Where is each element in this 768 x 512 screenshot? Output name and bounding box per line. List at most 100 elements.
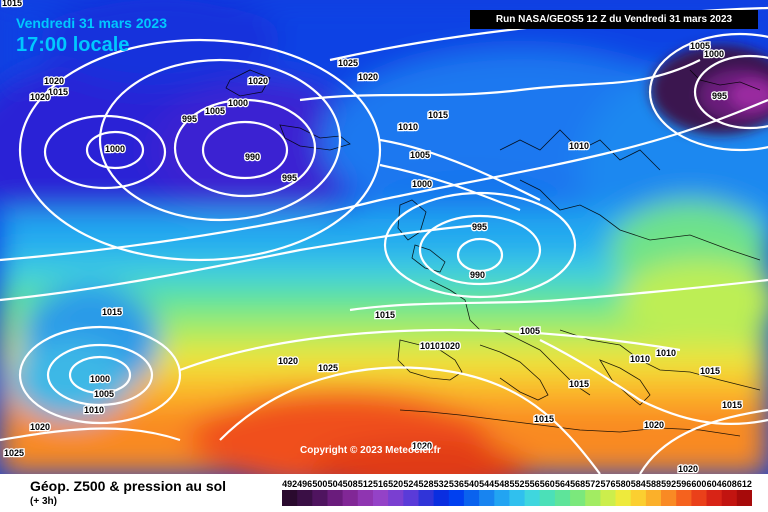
isobar-label: 1020	[278, 356, 298, 366]
legend-value: 524	[403, 479, 418, 489]
legend-subtitle: (+ 3h)	[30, 496, 57, 507]
forecast-date: Vendredi 31 mars 2023	[16, 15, 167, 31]
isobar-label: 1005	[520, 326, 540, 336]
legend-value: 500	[312, 479, 327, 489]
isobar-label: 1000	[704, 49, 724, 59]
legend-swatch	[630, 490, 647, 506]
isobar-label: 1015	[569, 379, 589, 389]
legend-value: 552	[509, 479, 524, 489]
legend-swatch	[706, 490, 723, 506]
isobar-label: 1020	[644, 420, 664, 430]
isobar-label: 1010	[420, 341, 440, 351]
legend-value: 532	[434, 479, 449, 489]
legend-swatch	[585, 490, 601, 506]
isobar-label: 1010	[569, 141, 589, 151]
color-scale: 492 496 500 504 508 512 516 520 524 528 532 536 540 5…	[282, 479, 752, 506]
legend-value: 548	[494, 479, 509, 489]
isobar-label: 1020	[678, 464, 698, 474]
legend-swatch	[721, 490, 738, 506]
legend-value: 556	[525, 479, 540, 489]
legend-swatch	[479, 490, 495, 506]
legend-value: 560	[540, 479, 555, 489]
isobar-label: 1025	[318, 363, 338, 373]
isobar-label: 1015	[428, 110, 448, 120]
legend-swatch	[524, 490, 541, 506]
isobars	[0, 6, 768, 474]
isobar-label: 1015	[102, 307, 122, 317]
isobar-label: 1000	[228, 98, 248, 108]
legend-swatch	[403, 490, 419, 506]
legend-swatch	[373, 490, 389, 506]
isobar-label: 995	[182, 114, 197, 124]
isobar-label: 1015	[700, 366, 720, 376]
legend-value: 588	[646, 479, 661, 489]
legend-value: 584	[631, 479, 646, 489]
isobar-label: 995	[472, 222, 487, 232]
legend-swatch	[509, 490, 526, 506]
legend-value: 572	[585, 479, 600, 489]
isobar-label: 1005	[205, 106, 225, 116]
legend-value: 612	[737, 479, 752, 489]
isobar-label: 1005	[94, 389, 114, 399]
legend-swatch	[615, 490, 632, 506]
isobar-label: 990	[470, 270, 485, 280]
isobar-label: 995	[282, 173, 297, 183]
legend-swatch	[297, 490, 313, 506]
legend-swatch	[494, 490, 510, 506]
isobar-label: 1005	[410, 150, 430, 160]
isobar-label: 1025	[4, 448, 24, 458]
legend-swatch	[736, 490, 752, 506]
legend-swatch	[418, 490, 435, 506]
isobar-label: 1020	[44, 76, 64, 86]
isobar-label: 1010	[398, 122, 418, 132]
weather-map: 1015 1020 1015 1020 1020 1000 1005 995 1…	[0, 0, 768, 474]
isobar-label: 1015	[2, 0, 22, 8]
isobar-label: 1015	[534, 414, 554, 424]
legend-value: 592	[661, 479, 676, 489]
legend-value: 596	[676, 479, 691, 489]
legend-swatch	[282, 490, 298, 506]
isobar-label: 1015	[722, 400, 742, 410]
legend-value: 564	[555, 479, 570, 489]
legend-swatch	[342, 490, 359, 506]
legend-swatch	[312, 490, 328, 506]
legend-swatch	[357, 490, 374, 506]
legend-value: 516	[373, 479, 388, 489]
legend-value: 568	[570, 479, 585, 489]
isobar-label: 990	[245, 152, 260, 162]
legend-swatch	[600, 490, 617, 506]
legend-value: 576	[600, 479, 615, 489]
legend-swatch	[388, 490, 404, 506]
map-svg: 1015 1020 1015 1020 1020 1000 1005 995 1…	[0, 0, 768, 474]
legend-value: 512	[358, 479, 373, 489]
legend-value: 540	[464, 479, 479, 489]
isobar-label: 1010	[84, 405, 104, 415]
run-info-banner: Run NASA/GEOS5 12 Z du Vendredi 31 mars …	[470, 10, 758, 29]
legend-title: Géop. Z500 & pression au sol	[30, 478, 227, 494]
isobar-label: 1010	[630, 354, 650, 364]
isobar-label: 1000	[105, 144, 125, 154]
isobar-label: 1025	[338, 58, 358, 68]
isobar-label: 1020	[248, 76, 268, 86]
legend-value: 536	[449, 479, 464, 489]
legend-value: 504	[328, 479, 343, 489]
isobar-label: 1015	[375, 310, 395, 320]
legend-value: 544	[479, 479, 494, 489]
legend-value: 604	[707, 479, 722, 489]
isobar-label: 1020	[440, 341, 460, 351]
legend-swatch	[539, 490, 556, 506]
legend-value: 508	[343, 479, 358, 489]
legend-swatch	[554, 490, 571, 506]
legend-value: 520	[388, 479, 403, 489]
isobar-label: 1005	[690, 41, 710, 51]
legend-value: 608	[722, 479, 737, 489]
isobar-label: 1020	[30, 422, 50, 432]
isobar-label: 1020	[30, 92, 50, 102]
legend-swatch	[570, 490, 586, 506]
isobar-label: 1020	[358, 72, 378, 82]
copyright-text: Copyright © 2023 Meteociel.fr	[300, 445, 441, 456]
legend-swatch	[463, 490, 480, 506]
isobar-label: 995	[712, 91, 727, 101]
isobar-label: 1000	[90, 374, 110, 384]
legend-swatch	[327, 490, 344, 506]
